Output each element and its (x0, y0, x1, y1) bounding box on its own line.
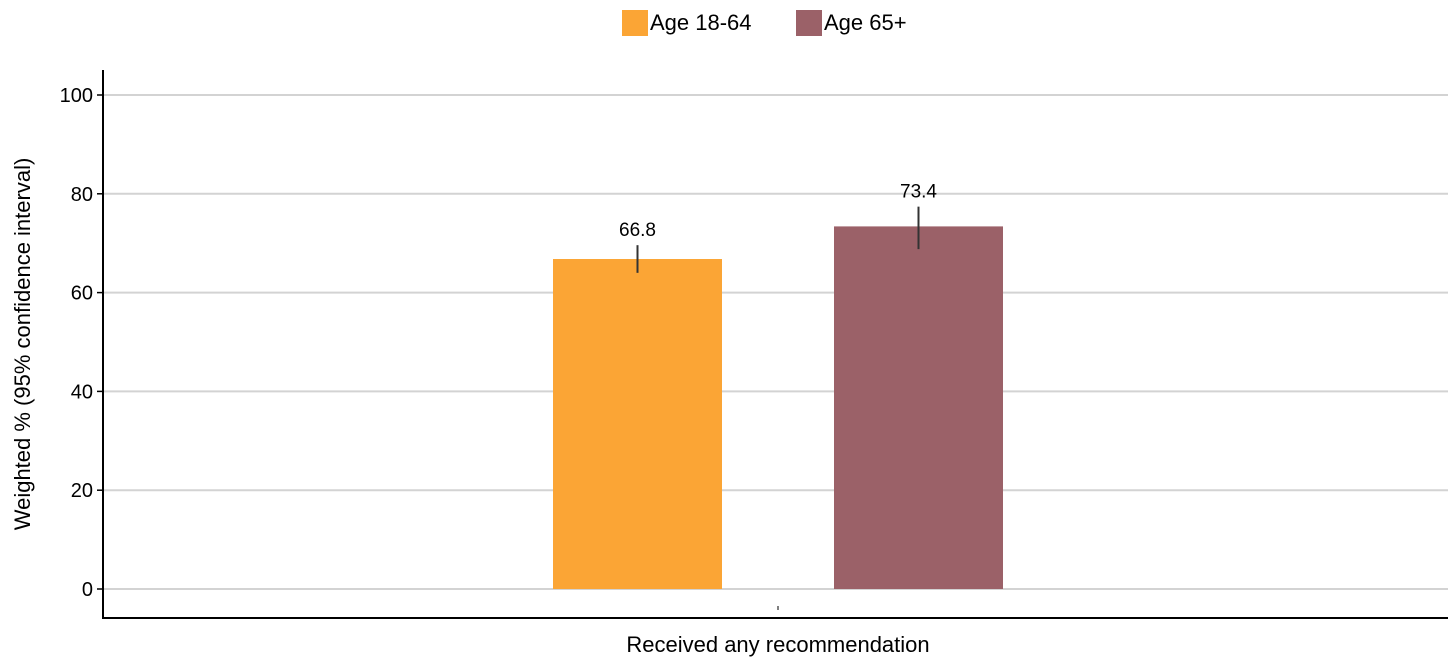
bars (553, 226, 1003, 590)
bar-age-65 (834, 226, 1003, 590)
bar-age-18-64 (553, 259, 722, 589)
gridlines (103, 94, 1448, 590)
y-tick-label: 20 (71, 480, 93, 502)
legend-label-age-18-64: Age 18-64 (650, 10, 752, 35)
legend: Age 18-64 Age 65+ (622, 10, 907, 36)
y-axis-ticks: 0 20 40 60 80 100 (60, 85, 103, 601)
y-tick-label: 60 (71, 283, 93, 305)
y-tick-label: 80 (71, 184, 93, 206)
legend-label-age-65: Age 65+ (824, 10, 907, 35)
error-bars (636, 206, 920, 273)
y-tick-label: 40 (71, 381, 93, 403)
data-label-age-65: 73.4 (900, 182, 937, 203)
legend-swatch-age-18-64 (622, 10, 648, 36)
x-axis-category-label: Received any recommendation (626, 632, 929, 657)
y-axis-label: Weighted % (95% confidence interval) (10, 158, 35, 531)
legend-swatch-age-65 (796, 10, 822, 36)
y-tick-label: 0 (82, 579, 93, 601)
y-tick-label: 100 (60, 85, 93, 107)
data-label-age-18-64: 66.8 (619, 220, 656, 241)
data-labels: 66.8 73.4 (619, 182, 937, 242)
